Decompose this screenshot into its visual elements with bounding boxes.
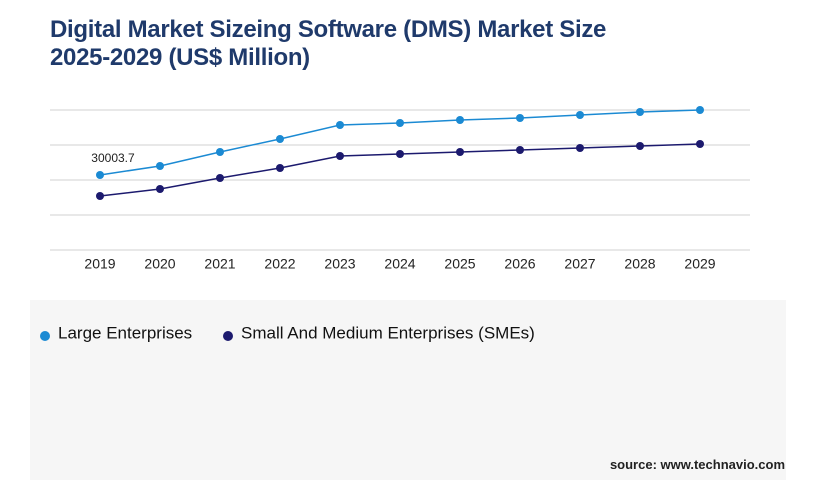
chart-title: Digital Market Sizeing Software (DMS) Ma… (50, 16, 607, 71)
data-point (456, 116, 464, 124)
legend-label: Small And Medium Enterprises (SMEs) (241, 323, 535, 342)
x-tick-label: 2025 (444, 256, 475, 272)
legend-marker (40, 331, 50, 341)
data-point (276, 164, 284, 172)
source: source: www.technavio.com (609, 457, 785, 472)
x-tick-label: 2022 (264, 256, 295, 272)
data-point (636, 108, 644, 116)
data-point (456, 148, 464, 156)
data-point (216, 174, 224, 182)
x-tick-label: 2021 (204, 256, 235, 272)
x-tick-label: 2024 (384, 256, 415, 272)
x-tick-label: 2027 (564, 256, 595, 272)
data-label: 30003.7 (91, 151, 135, 165)
data-point (96, 192, 104, 200)
data-point (576, 144, 584, 152)
data-point (216, 148, 224, 156)
x-tick-label: 2028 (624, 256, 655, 272)
data-point (576, 111, 584, 119)
legend-label: Large Enterprises (58, 323, 192, 342)
x-tick-label: 2026 (504, 256, 535, 272)
data-point (396, 119, 404, 127)
data-point (636, 142, 644, 150)
data-point (336, 152, 344, 160)
legend-marker (223, 331, 233, 341)
data-point (276, 135, 284, 143)
panel (30, 300, 786, 480)
data-point (696, 140, 704, 148)
data-point (696, 106, 704, 114)
x-tick-label: 2029 (684, 256, 715, 272)
x-tick-label: 2023 (324, 256, 355, 272)
data-point (156, 162, 164, 170)
data-point (516, 146, 524, 154)
x-tick-label: 2020 (144, 256, 175, 272)
data-point (336, 121, 344, 129)
data-point (156, 185, 164, 193)
data-point (96, 170, 104, 179)
data-point (396, 150, 404, 158)
x-tick-label: 2019 (84, 256, 115, 272)
data-point (516, 114, 524, 122)
